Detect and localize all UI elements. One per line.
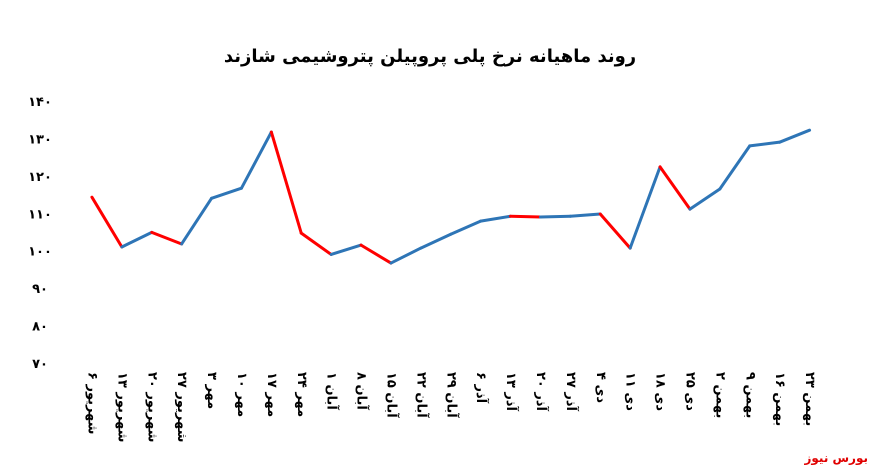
y-tick-label: ۱۴۰ bbox=[28, 95, 52, 110]
x-tick-label: ۱۰ مهر bbox=[234, 372, 249, 417]
x-tick-label: ۸ آبان bbox=[354, 372, 371, 410]
x-tick-label: ۲۹ آبان bbox=[443, 372, 460, 418]
x-tick-label: ۱۶ بهمن bbox=[772, 372, 787, 426]
x-tick-label: ۱۳ آذر bbox=[503, 372, 520, 412]
line-segment bbox=[598, 212, 632, 250]
x-tick-label: ۶ آذر bbox=[473, 372, 490, 404]
x-tick-label: ۱۸ دی bbox=[653, 372, 668, 411]
line-segment bbox=[778, 128, 812, 144]
line-segment bbox=[748, 140, 782, 148]
x-tick-label: ۲ بهمن bbox=[712, 372, 727, 418]
source: بورس نیوز bbox=[803, 451, 868, 466]
line-segment bbox=[180, 196, 214, 246]
x-tick-label: ۱۵ آبان bbox=[383, 372, 400, 418]
y-tick-label: ۱۰۰ bbox=[28, 245, 52, 260]
x-tick-label: ۲۳ بهمن bbox=[802, 372, 817, 426]
line-segment bbox=[688, 187, 722, 211]
x-tick-label: ۱۳ شهریور bbox=[114, 372, 129, 442]
line-segment bbox=[90, 195, 124, 249]
y-tick-label: ۱۲۰ bbox=[28, 170, 52, 185]
x-tick-label: ۱۱ دی bbox=[623, 372, 638, 411]
line-segment bbox=[568, 212, 602, 218]
y-tick-label: ۷۰ bbox=[32, 357, 48, 372]
line-segment bbox=[449, 219, 483, 236]
line-segment bbox=[210, 186, 243, 200]
line-segment bbox=[299, 231, 333, 256]
x-tick-label: ۲۰ آذر bbox=[533, 372, 550, 412]
line-segment bbox=[538, 214, 572, 219]
line-segment bbox=[150, 230, 184, 246]
x-tick-label: ۲۴ مهر bbox=[294, 372, 309, 417]
line-segment bbox=[389, 246, 423, 265]
x-tick-label: ۲۰ شهریور bbox=[144, 372, 159, 442]
line-segment bbox=[359, 243, 393, 265]
line-segment bbox=[239, 130, 273, 190]
y-tick-label: ۱۱۰ bbox=[28, 207, 52, 222]
line-segment bbox=[419, 232, 453, 250]
x-tick-label: ۱ آبان bbox=[324, 372, 341, 410]
y-tick-label: ۱۳۰ bbox=[28, 132, 52, 147]
y-tick-label: ۸۰ bbox=[32, 320, 48, 335]
line-segment bbox=[718, 144, 752, 191]
x-tick-label: ۳ مهر bbox=[204, 372, 219, 409]
line-segment bbox=[658, 165, 692, 211]
line-segment bbox=[269, 130, 303, 235]
x-tick-label: ۴ دی bbox=[593, 372, 608, 403]
x-tick-label: ۲۷ شهریور bbox=[174, 372, 189, 442]
line-segment bbox=[479, 214, 513, 223]
x-tick-label: ۶ شهریور bbox=[84, 372, 99, 434]
line-segment bbox=[628, 165, 662, 250]
chart-title: روند ماهیانه نرخ پلی پروپیلن پتروشیمی شا… bbox=[224, 46, 636, 67]
x-tick-label: ۲۷ آذر bbox=[563, 372, 580, 412]
x-tick-label: ۲۵ دی bbox=[682, 372, 697, 411]
y-tick-label: ۹۰ bbox=[32, 282, 48, 297]
line-segment bbox=[329, 243, 363, 256]
line-segment bbox=[509, 214, 542, 219]
line-segment bbox=[120, 230, 154, 249]
x-tick-label: ۹ بهمن bbox=[742, 372, 757, 418]
x-tick-label: ۱۷ مهر bbox=[264, 372, 279, 417]
x-tick-label: ۲۲ آبان bbox=[413, 372, 430, 418]
